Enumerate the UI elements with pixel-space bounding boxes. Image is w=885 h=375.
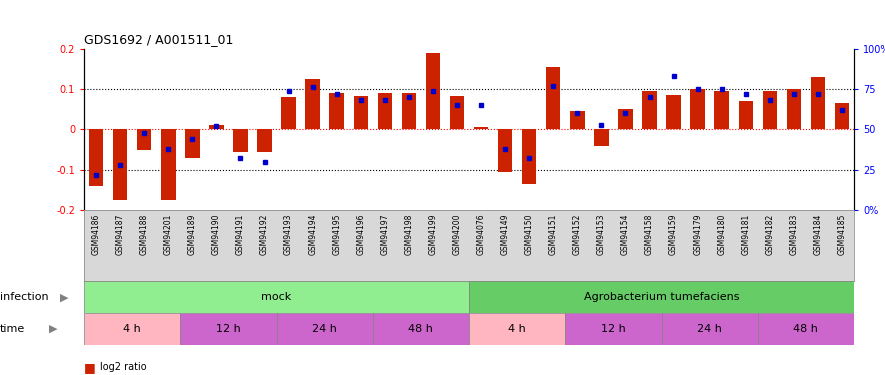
Bar [473,128,489,129]
Text: GSM94159: GSM94159 [669,214,678,255]
Bar [643,91,657,129]
Bar [546,67,560,129]
Bar [522,129,536,184]
Bar [619,109,633,129]
Bar [373,313,469,345]
Bar [738,101,753,129]
Text: GSM94194: GSM94194 [308,214,317,255]
Bar [402,93,416,129]
Bar [566,313,661,345]
Bar [113,129,127,200]
Text: GSM94192: GSM94192 [260,214,269,255]
Bar [161,129,175,200]
Text: GSM94199: GSM94199 [428,214,437,255]
Text: 4 h: 4 h [123,324,141,334]
Text: 48 h: 48 h [409,324,434,334]
Text: GSM94153: GSM94153 [596,214,606,255]
Text: GSM94152: GSM94152 [573,214,581,255]
Bar [185,129,200,158]
Text: 48 h: 48 h [794,324,819,334]
Bar [84,313,181,345]
Text: log2 ratio: log2 ratio [100,363,147,372]
Text: GSM94186: GSM94186 [92,214,101,255]
Bar [594,129,609,146]
Text: Agrobacterium tumefaciens: Agrobacterium tumefaciens [584,292,739,302]
Text: infection: infection [0,292,49,302]
Text: GSM94196: GSM94196 [357,214,366,255]
Bar [329,93,344,129]
Bar [763,91,777,129]
Bar [570,111,585,129]
Text: GSM94187: GSM94187 [116,214,125,255]
Text: ■: ■ [84,361,96,374]
Bar [137,129,151,150]
Bar [787,89,801,129]
Bar [353,96,368,129]
Bar [666,95,681,129]
Text: GSM94154: GSM94154 [621,214,630,255]
Bar [426,53,440,129]
Text: ▶: ▶ [60,292,69,302]
Text: GSM94150: GSM94150 [525,214,534,255]
Text: 24 h: 24 h [697,324,722,334]
Bar [181,313,276,345]
Text: GSM94151: GSM94151 [549,214,558,255]
Bar [305,79,319,129]
Text: 12 h: 12 h [601,324,626,334]
Bar [469,281,854,313]
Bar [234,129,248,152]
Bar [258,129,272,152]
Bar [281,97,296,129]
Text: GDS1692 / A001511_01: GDS1692 / A001511_01 [84,33,234,46]
Text: GSM94195: GSM94195 [332,214,342,255]
Text: GSM94180: GSM94180 [717,214,727,255]
Text: 24 h: 24 h [312,324,337,334]
Bar [84,281,469,313]
Bar [209,125,224,129]
Text: GSM94188: GSM94188 [140,214,149,255]
Text: GSM94181: GSM94181 [742,214,750,255]
Bar [835,103,850,129]
Text: GSM94149: GSM94149 [501,214,510,255]
Text: mock: mock [261,292,292,302]
Text: GSM94185: GSM94185 [837,214,846,255]
Bar [469,313,566,345]
Text: GSM94190: GSM94190 [212,214,221,255]
Text: GSM94179: GSM94179 [693,214,702,255]
Text: ▶: ▶ [49,324,58,334]
Text: GSM94198: GSM94198 [404,214,413,255]
Text: GSM94200: GSM94200 [452,214,461,255]
Text: time: time [0,324,26,334]
Bar [714,91,729,129]
Text: 12 h: 12 h [216,324,241,334]
Text: GSM94201: GSM94201 [164,214,173,255]
Bar [88,129,104,186]
Text: GSM94183: GSM94183 [789,214,798,255]
Text: GSM94182: GSM94182 [766,214,774,255]
Bar [811,77,825,129]
Text: GSM94193: GSM94193 [284,214,293,255]
Text: GSM94184: GSM94184 [813,214,822,255]
Bar [758,313,854,345]
Bar [276,313,373,345]
Bar [378,93,392,129]
Bar [498,129,512,172]
Bar [661,313,758,345]
Text: GSM94158: GSM94158 [645,214,654,255]
Bar [450,96,465,129]
Bar [690,89,704,129]
Text: GSM94197: GSM94197 [381,214,389,255]
Text: GSM94189: GSM94189 [188,214,196,255]
Text: 4 h: 4 h [508,324,526,334]
Text: GSM94076: GSM94076 [477,214,486,255]
Text: GSM94191: GSM94191 [236,214,245,255]
